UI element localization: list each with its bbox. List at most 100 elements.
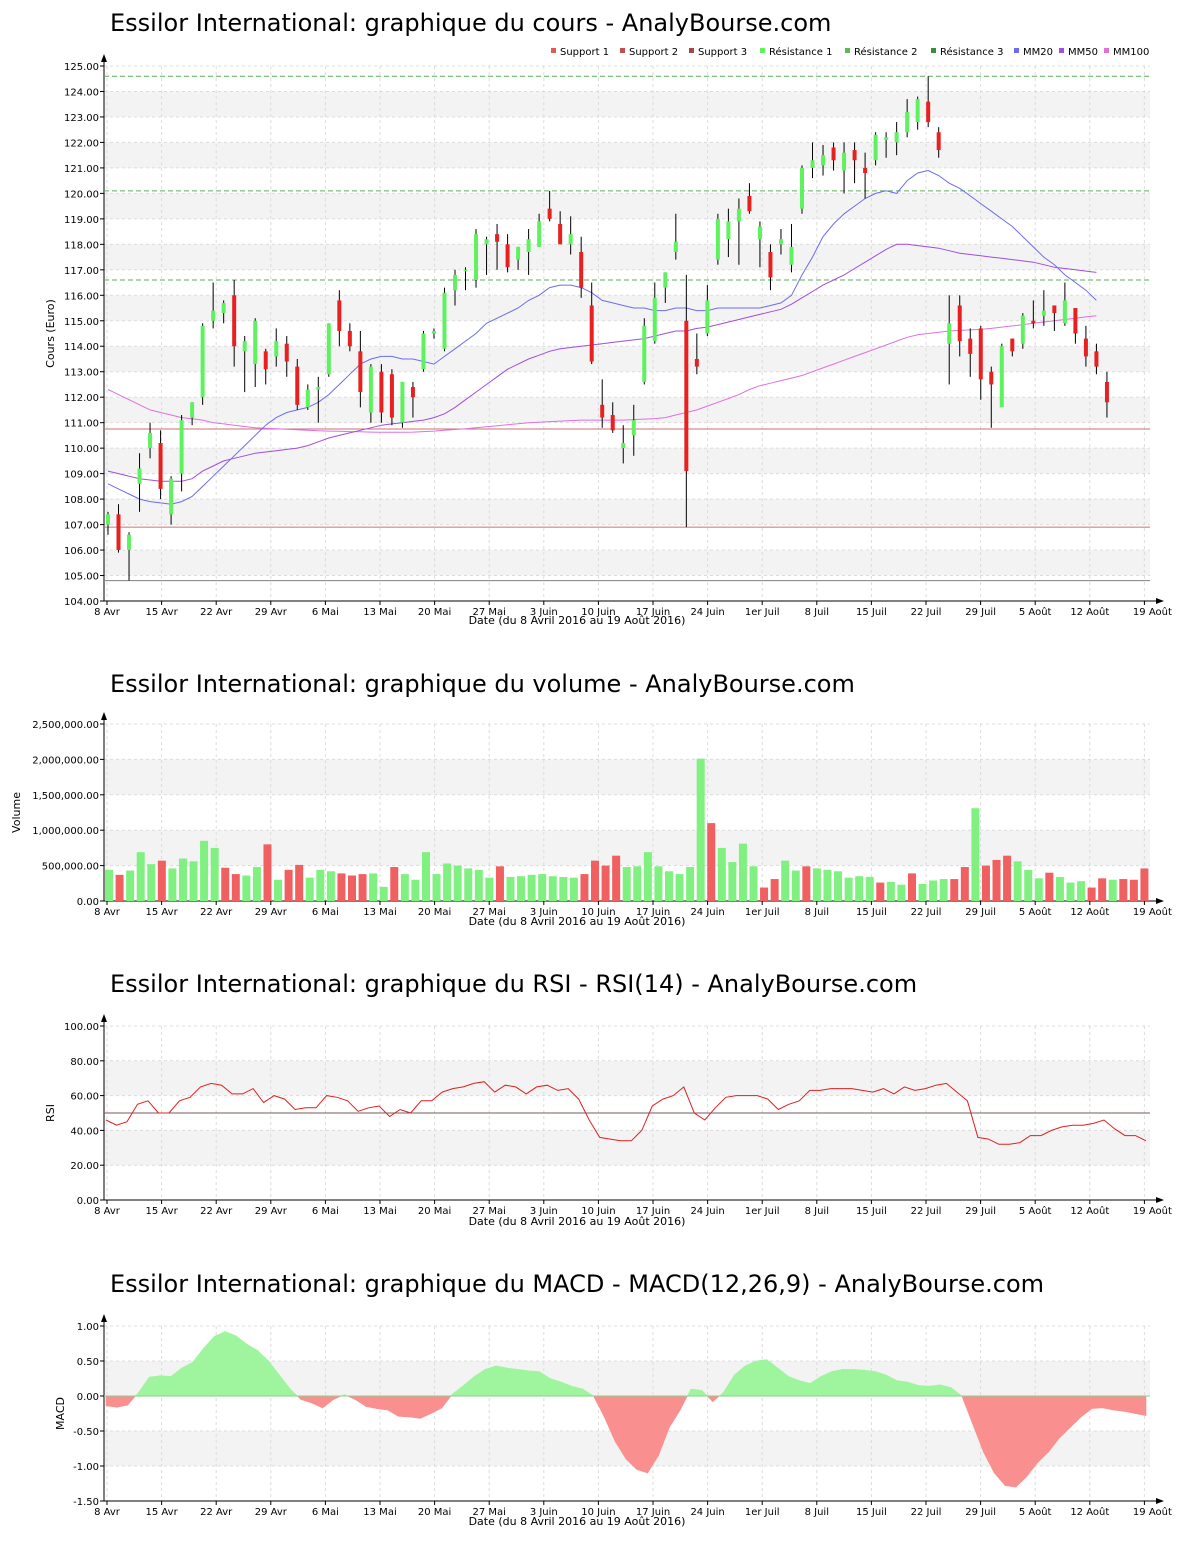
volume-bar bbox=[295, 864, 304, 901]
volume-bar bbox=[1034, 878, 1043, 901]
volume-bar bbox=[907, 873, 916, 901]
macd-chart: -1.50 -1.00 -0.50 0.00 0.50 1.00 8 Avr 15 Avr 22… bbox=[54, 1314, 1172, 1528]
macd-area bbox=[831, 1369, 843, 1397]
volume-bar bbox=[591, 860, 600, 901]
volume-bar bbox=[348, 875, 357, 901]
volume-bar bbox=[865, 876, 874, 901]
volume-bar bbox=[369, 873, 378, 901]
x-tick-label: 19 Août bbox=[1133, 606, 1172, 618]
candle-body bbox=[547, 208, 552, 219]
macd-area bbox=[354, 1395, 367, 1408]
macd-area bbox=[246, 1343, 258, 1397]
macd-area bbox=[1124, 1395, 1136, 1414]
volume-bar bbox=[252, 867, 261, 901]
x-tick-label: 24 Juin bbox=[690, 1206, 724, 1217]
candle-body bbox=[736, 208, 741, 222]
volume-bar bbox=[231, 874, 240, 901]
volume-bar bbox=[971, 808, 980, 901]
candle-body bbox=[232, 295, 237, 347]
candle-body bbox=[410, 387, 415, 398]
x-tick-label: 17 Juin bbox=[636, 1206, 670, 1217]
legend-label: Résistance 2 bbox=[854, 46, 917, 58]
volume-chart-title: Essilor International: graphique du volu… bbox=[110, 670, 855, 698]
volume-bar bbox=[305, 877, 314, 901]
volume-bar bbox=[770, 879, 779, 901]
candle-body bbox=[274, 341, 279, 357]
volume-bar bbox=[601, 865, 610, 901]
volume-bar bbox=[1003, 855, 1012, 901]
macd-area bbox=[625, 1395, 638, 1471]
y-axis-arrow bbox=[101, 54, 107, 62]
x-tick-label: 6 Mai bbox=[312, 907, 339, 918]
volume-bar bbox=[538, 874, 547, 901]
bg-band bbox=[104, 499, 1150, 525]
candle-body bbox=[211, 310, 216, 321]
volume-bar bbox=[696, 758, 705, 901]
candle-body bbox=[684, 320, 689, 472]
macd-area bbox=[224, 1331, 237, 1397]
macd-area bbox=[712, 1395, 721, 1403]
candle-body bbox=[621, 443, 626, 449]
x-tick-label: 15 Avr bbox=[146, 1206, 179, 1217]
legend-label: Support 3 bbox=[698, 47, 747, 58]
macd-area bbox=[311, 1395, 323, 1409]
price-chart: 104.00 105.00 106.00 107.00 108.00 109.00 110.… bbox=[44, 46, 1172, 627]
legend-swatch bbox=[1059, 48, 1064, 53]
macd-area bbox=[214, 1331, 226, 1397]
bg-band bbox=[104, 759, 1150, 795]
macd-area bbox=[387, 1395, 399, 1417]
x-tick-label: 15 Juil bbox=[856, 907, 887, 918]
candle-body bbox=[169, 478, 174, 515]
volume-bar bbox=[390, 867, 399, 901]
candle-body bbox=[116, 514, 121, 551]
x-tick-label: 22 Avr bbox=[200, 907, 233, 918]
y-tick-label: 117.00 bbox=[64, 266, 99, 277]
x-tick-label: 10 Juin bbox=[581, 1507, 615, 1518]
y-axis-arrow bbox=[101, 1014, 107, 1022]
x-tick-label: 27 Mai bbox=[472, 1206, 505, 1217]
y-tick-label: 2,000,000.00 bbox=[32, 755, 99, 766]
candle-body bbox=[852, 150, 857, 161]
macd-area bbox=[896, 1380, 908, 1397]
rsi-line bbox=[105, 1081, 1147, 1145]
y-tick-label: 500,000.00 bbox=[42, 862, 99, 873]
macd-area bbox=[929, 1384, 941, 1397]
candle-body bbox=[715, 218, 720, 260]
candle-body bbox=[810, 160, 815, 168]
macd-area bbox=[961, 1395, 973, 1425]
x-tick-label: 20 Mai bbox=[418, 907, 451, 918]
y-tick-label: 116.00 bbox=[64, 291, 99, 302]
x-tick-label: 13 Mai bbox=[363, 607, 396, 618]
y-axis-label: MACD bbox=[54, 1397, 67, 1430]
candle-body bbox=[190, 402, 195, 418]
legend-swatch bbox=[1104, 48, 1109, 53]
macd-area bbox=[105, 1395, 118, 1408]
macd-area bbox=[1113, 1395, 1125, 1412]
x-axis-arrow bbox=[1156, 1197, 1164, 1203]
x-tick-label: 13 Mai bbox=[363, 1206, 396, 1217]
macd-area bbox=[365, 1395, 378, 1409]
candle-body bbox=[284, 343, 289, 362]
x-tick-label: 29 Juil bbox=[965, 907, 996, 918]
volume-bar bbox=[443, 863, 452, 901]
x-tick-label: 24 Juin bbox=[690, 1507, 724, 1518]
volume-bar bbox=[1098, 878, 1107, 901]
macd-area bbox=[1080, 1395, 1093, 1418]
x-tick-label: 17 Juin bbox=[636, 607, 670, 618]
bg-band bbox=[104, 244, 1150, 270]
candle-body bbox=[1073, 308, 1078, 334]
macd-area bbox=[874, 1371, 887, 1397]
x-tick-label: 17 Juin bbox=[636, 1507, 670, 1518]
x-axis-arrow bbox=[1156, 898, 1164, 904]
x-tick-label: 3 Juin bbox=[530, 1206, 558, 1217]
volume-bar bbox=[421, 852, 430, 901]
candle-body bbox=[253, 320, 258, 365]
legend-swatch bbox=[551, 48, 556, 53]
candle-body bbox=[379, 371, 384, 413]
candle-body bbox=[1010, 338, 1015, 352]
volume-bar bbox=[263, 844, 272, 901]
volume-bar bbox=[664, 871, 673, 901]
volume-bar bbox=[876, 882, 885, 901]
volume-bar bbox=[474, 869, 483, 901]
volume-bar bbox=[633, 866, 642, 901]
